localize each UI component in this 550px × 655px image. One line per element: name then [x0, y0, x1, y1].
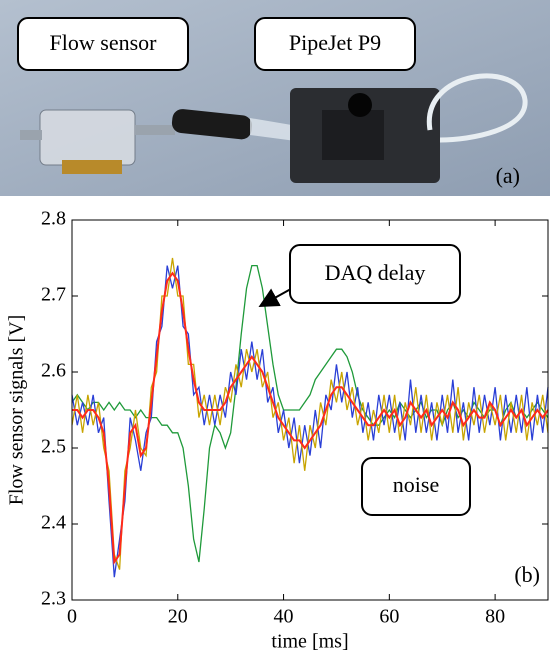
y-tick-label: 2.3 — [41, 588, 66, 610]
connector — [20, 130, 42, 140]
photo: Flow sensor PipeJet P9 (a) — [0, 0, 550, 196]
y-axis-label: Flow sensor signals [V] — [6, 315, 28, 506]
y-tick-label: 2.8 — [41, 208, 66, 230]
flow-sensor-pins — [62, 160, 122, 174]
x-tick-label: 40 — [274, 606, 294, 628]
x-tick-label: 0 — [67, 606, 77, 628]
panel-label: (b) — [514, 562, 540, 587]
nozzle — [171, 109, 253, 140]
pump-block — [322, 110, 384, 160]
flow-sensor — [39, 109, 136, 166]
connector — [135, 125, 175, 135]
series-line — [71, 265, 549, 578]
series-line — [72, 271, 549, 565]
label-box — [254, 17, 416, 71]
y-tick-label: 2.6 — [41, 360, 66, 382]
x-tick-label: 60 — [379, 606, 399, 628]
annotation: noise — [393, 472, 439, 497]
y-tick-label: 2.5 — [41, 436, 66, 458]
photo-label: PipeJet P9 — [289, 30, 381, 55]
photo-label: Flow sensor — [50, 30, 158, 55]
panel-label: (a) — [496, 163, 520, 188]
x-axis-label: time [ms] — [271, 631, 348, 653]
annotation: DAQ delay — [325, 260, 426, 285]
series-line — [71, 257, 549, 570]
y-tick-label: 2.7 — [41, 284, 66, 306]
label-box — [17, 17, 189, 71]
y-tick-label: 2.4 — [41, 512, 66, 534]
annotation-box — [289, 244, 461, 304]
annotation-box — [361, 457, 471, 516]
axes-frame — [71, 219, 549, 601]
tubing-loop — [426, 73, 528, 143]
pump-hole — [348, 93, 372, 117]
x-tick-label: 80 — [485, 606, 505, 628]
x-tick-label: 20 — [168, 606, 188, 628]
